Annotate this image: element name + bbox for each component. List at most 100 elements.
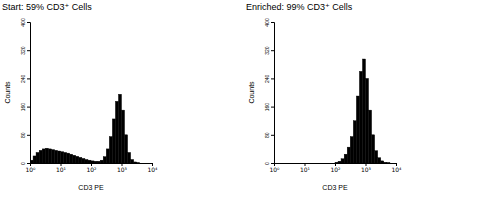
histogram-bar <box>356 96 359 163</box>
histogram-bar <box>125 135 128 163</box>
histogram-bar <box>70 154 73 163</box>
x-tick: 10⁴ <box>391 163 402 173</box>
y-tick-mark <box>271 50 274 51</box>
y-tick: 160 <box>264 103 274 112</box>
y-tick-label: 240 <box>264 75 270 84</box>
histogram-bar <box>387 162 390 163</box>
histogram-bar <box>33 156 36 163</box>
histogram-bar <box>137 162 140 163</box>
y-tick-label: 80 <box>264 132 270 138</box>
chart-title: Start: 59% CD3⁺ Cells <box>2 2 92 12</box>
y-axis: 080160240320400 <box>20 18 31 165</box>
y-tick-label: 320 <box>264 46 270 55</box>
histogram-bar <box>115 101 118 163</box>
y-tick: 80 <box>264 132 274 138</box>
y-tick: 320 <box>20 46 30 55</box>
histogram-bar <box>335 162 338 163</box>
x-tick-label: 10² <box>330 166 341 173</box>
histogram-bar <box>338 161 341 163</box>
x-tick: 10⁰ <box>25 163 36 173</box>
histogram-bar <box>39 150 42 163</box>
y-tick-mark <box>271 78 274 79</box>
x-tick: 10¹ <box>56 163 67 173</box>
chart-title: Enriched: 99% CD3⁺ Cells <box>246 2 353 12</box>
histogram-bar <box>350 137 353 163</box>
histogram-bar <box>332 163 335 164</box>
histogram-bar <box>393 163 396 164</box>
histogram-bar <box>128 152 131 163</box>
histogram-bar <box>295 163 298 164</box>
histogram-bar <box>341 159 344 163</box>
x-tick-label: 10¹ <box>56 166 67 173</box>
chart-root: 10⁰ 10¹ 10² 10³ 10⁴ 0 80 160 240 320 400 Start: 59%… <box>0 0 500 204</box>
histogram-bar <box>353 121 356 163</box>
histogram-bar <box>94 161 97 163</box>
y-tick-mark <box>27 135 30 136</box>
y-tick-mark <box>27 163 30 164</box>
histogram-bar <box>48 149 51 163</box>
y-axis-line <box>27 23 31 164</box>
x-axis: 10⁰ 10¹ 10² 10³ 10⁴ <box>269 163 402 173</box>
histogram-bar <box>277 163 280 164</box>
x-tick-label: 10¹ <box>300 166 311 173</box>
x-tick-label: 10² <box>86 166 97 173</box>
histogram-bar <box>112 119 115 163</box>
y-tick-mark <box>271 107 274 108</box>
bars <box>30 94 140 163</box>
histogram-bar <box>88 160 91 163</box>
histogram-bar <box>301 163 304 164</box>
y-tick-mark <box>27 22 30 23</box>
histogram-bar <box>314 163 317 164</box>
histogram-bar <box>76 156 79 163</box>
x-axis: 10⁰ 10¹ 10² 10³ 10⁴ <box>25 163 158 173</box>
x-tick-label: 10³ <box>361 166 372 173</box>
x-tick: 10⁴ <box>147 163 158 173</box>
histogram-panel: 10⁰10¹10²10³10⁴080160240320400Start: 59%… <box>2 2 158 191</box>
histogram-bar <box>91 161 94 163</box>
y-tick: 0 <box>20 162 30 165</box>
histogram-bar <box>308 163 311 164</box>
y-tick: 400 <box>20 18 30 27</box>
y-tick-mark <box>27 78 30 79</box>
y-tick: 400 <box>264 18 274 27</box>
x-tick-label: 10⁴ <box>391 166 402 173</box>
histogram-bar <box>369 110 372 163</box>
y-axis: 0 80 160 240 320 400 <box>264 18 275 165</box>
histogram-bar <box>378 158 381 163</box>
x-tick-label: 10³ <box>117 166 128 173</box>
histogram-bar <box>118 94 121 163</box>
y-tick-label: 0 <box>264 162 270 165</box>
x-tick-label: 10⁰ <box>269 166 280 173</box>
y-tick-label: 320 <box>20 46 26 55</box>
histogram-bar <box>54 150 57 163</box>
histogram-panel: 10⁰ 10¹ 10² 10³ 10⁴ 0 80 160 240 320 400 Enriched: … <box>246 2 402 191</box>
x-tick: 10¹ <box>300 163 311 173</box>
histogram-bar <box>100 160 103 163</box>
histogram-bar <box>280 163 283 164</box>
histogram-bar <box>323 163 326 164</box>
y-tick-label: 0 <box>20 162 26 165</box>
histogram-bar <box>134 162 137 163</box>
y-tick: 240 <box>20 75 30 84</box>
histogram-bar <box>131 159 134 163</box>
y-tick-mark <box>271 163 274 164</box>
histogram-bar <box>375 151 378 163</box>
histogram-bar <box>64 152 67 163</box>
bars <box>335 59 390 163</box>
histogram-bar <box>292 163 295 164</box>
y-tick-mark <box>27 50 30 51</box>
x-tick: 10³ <box>361 163 372 173</box>
histogram-bar <box>311 163 314 164</box>
histogram-bar <box>289 163 292 164</box>
histogram-bar <box>381 161 384 163</box>
histogram-bar <box>326 163 329 164</box>
y-tick: 160 <box>20 103 30 112</box>
histogram-bar <box>329 163 332 164</box>
y-axis-title: Counts <box>248 81 255 104</box>
histogram-bar <box>82 158 85 163</box>
y-tick-label: 160 <box>20 103 26 112</box>
histogram-bar <box>45 148 48 163</box>
histogram-bar <box>73 155 76 163</box>
histogram-bar <box>79 157 82 163</box>
y-tick-label: 240 <box>20 75 26 84</box>
